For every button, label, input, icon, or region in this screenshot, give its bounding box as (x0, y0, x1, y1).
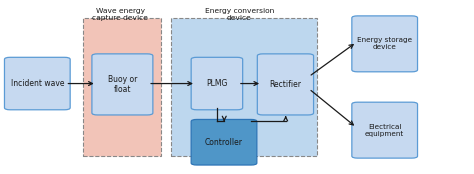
FancyBboxPatch shape (352, 16, 418, 72)
FancyBboxPatch shape (191, 119, 257, 165)
FancyBboxPatch shape (92, 54, 153, 115)
Text: Incident wave: Incident wave (10, 79, 64, 88)
Text: Rectifier: Rectifier (269, 80, 301, 89)
Text: Energy conversion
device: Energy conversion device (205, 8, 274, 21)
FancyBboxPatch shape (352, 102, 418, 158)
FancyBboxPatch shape (191, 57, 243, 110)
Text: Energy storage
device: Energy storage device (357, 37, 412, 50)
Text: Controller: Controller (205, 138, 243, 147)
FancyBboxPatch shape (257, 54, 314, 115)
Text: Buoy or
float: Buoy or float (108, 75, 137, 94)
Text: Wave energy
capture device: Wave energy capture device (92, 8, 148, 21)
FancyBboxPatch shape (83, 18, 161, 156)
Text: PLMG: PLMG (206, 79, 228, 88)
FancyBboxPatch shape (171, 18, 318, 156)
Text: Electrical
equipment: Electrical equipment (365, 124, 404, 137)
FancyBboxPatch shape (4, 57, 70, 110)
